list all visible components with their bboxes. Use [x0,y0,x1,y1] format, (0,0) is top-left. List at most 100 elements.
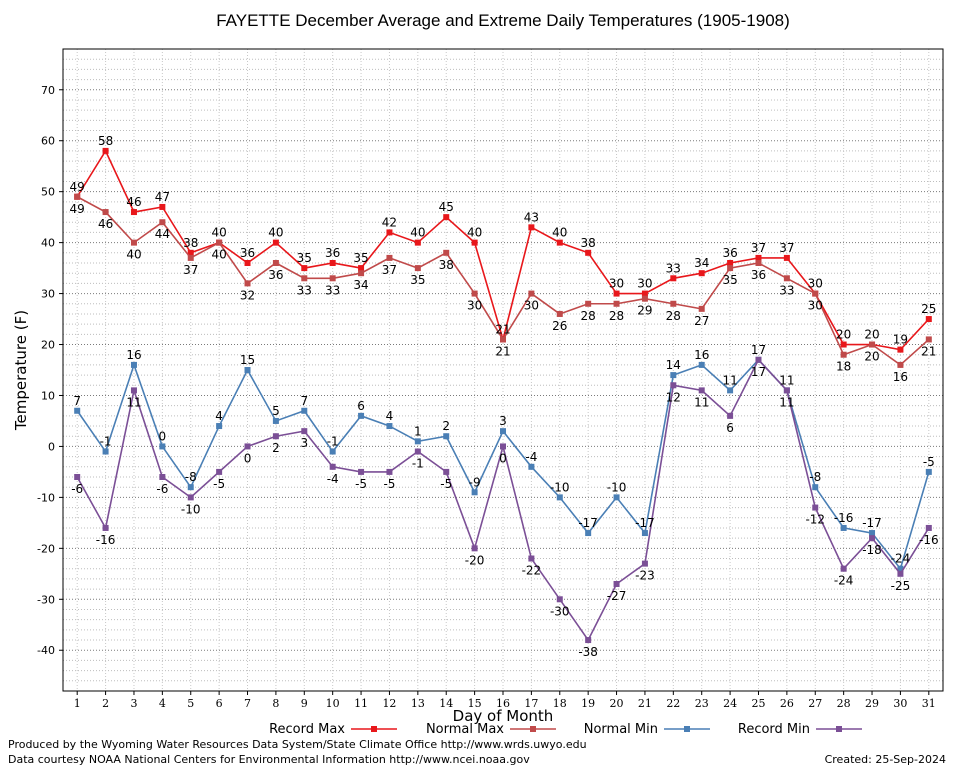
data-point [585,249,592,256]
y-tick-label: 20 [41,339,55,352]
data-label: 25 [921,302,936,316]
data-point [471,545,478,552]
x-tick-label: 21 [638,697,652,710]
data-point [783,387,790,394]
data-point [74,407,81,414]
data-point [216,423,223,430]
data-label: 37 [779,241,794,255]
data-label: 43 [524,210,539,224]
data-point [272,260,279,266]
y-tick-label: -30 [37,593,55,606]
data-point [925,524,932,531]
legend-entry: Normal Min [584,722,710,737]
x-tick-label: 22 [666,697,680,710]
data-label: 2 [272,441,280,455]
data-point [358,468,365,475]
data-label: -27 [607,589,627,603]
data-label: 21 [495,322,510,336]
data-label: -6 [156,482,168,496]
x-tick-label: 11 [354,697,368,710]
data-label: 49 [70,180,85,194]
data-label: 33 [325,283,340,297]
data-point [301,428,308,435]
data-point [130,209,137,216]
data-point [840,341,847,348]
data-point [159,219,166,226]
data-point [925,316,932,323]
data-label: 17 [751,343,766,357]
data-point [925,336,932,343]
x-tick-label: 2 [102,697,109,710]
data-label: 16 [694,348,709,362]
data-point [812,484,819,491]
data-point [727,265,734,272]
data-point [74,474,81,480]
data-label: 30 [637,277,652,291]
data-label: 37 [382,263,397,277]
y-tick-label: 30 [41,288,55,301]
data-label: 28 [609,309,624,323]
data-label: 0 [499,451,507,465]
x-tick-label: 8 [272,697,279,710]
data-label: 17 [751,365,766,379]
legend-entry: Record Min [738,722,862,737]
data-point [812,504,819,511]
data-point [102,147,109,154]
x-tick-label: 9 [301,697,308,710]
data-point [443,249,450,256]
data-label: -17 [578,516,598,530]
data-point [641,530,648,537]
data-point [329,448,336,455]
data-label: -5 [923,455,935,469]
data-point [159,203,166,210]
data-label: 27 [694,314,709,328]
data-label: 36 [268,268,283,282]
x-tick-label: 30 [893,697,907,710]
data-point [386,229,393,236]
data-label: 47 [155,190,170,204]
data-point [698,387,705,394]
data-label: 2 [442,419,450,433]
x-tick-label: 31 [922,697,936,710]
data-label: -5 [355,477,367,491]
data-point [528,224,535,231]
data-label: 11 [779,395,794,409]
data-label: -5 [213,477,225,491]
x-tick-label: 4 [159,697,166,710]
data-label: -18 [862,543,882,557]
data-point [386,468,393,475]
data-point [897,361,904,368]
data-label: 36 [325,246,340,260]
data-label: 35 [410,273,425,287]
data-point [812,290,819,297]
y-tick-label: -20 [37,542,55,555]
data-label: 3 [499,414,507,428]
data-label: 40 [552,226,567,240]
data-point [130,239,137,246]
data-label: 37 [183,263,198,277]
data-point [443,214,450,221]
data-label: -1 [100,435,112,449]
data-label: -5 [383,477,395,491]
data-label: 26 [552,319,567,333]
data-label: 46 [98,217,113,231]
legend-label: Record Min [738,722,810,737]
y-tick-label: 50 [41,186,55,199]
data-label: 30 [524,299,539,313]
data-label: -17 [635,516,655,530]
data-point [556,310,563,317]
data-point [216,468,223,475]
data-point [755,254,762,261]
data-point [585,637,592,644]
data-point [727,260,734,266]
x-tick-label: 5 [187,697,194,710]
data-label: 46 [126,195,141,209]
data-point [130,361,137,368]
data-label: 1 [414,424,422,438]
data-point [670,372,677,379]
data-point [840,565,847,572]
data-label: 30 [808,299,823,313]
data-label: -16 [96,533,116,547]
y-tick-label: 40 [41,237,55,250]
